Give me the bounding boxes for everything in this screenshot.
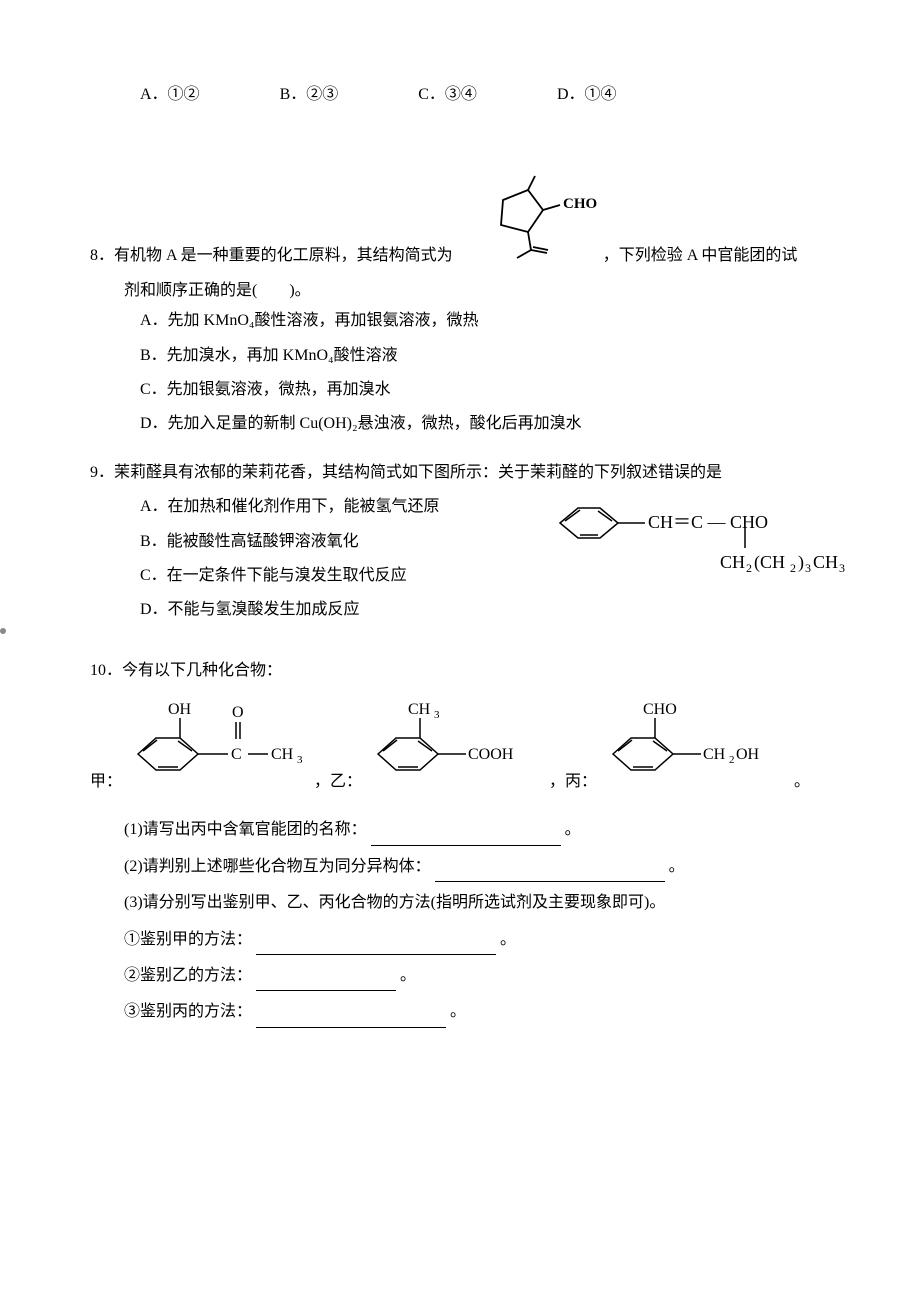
svg-text:CH: CH <box>813 552 838 572</box>
cho-label: CHO <box>563 196 597 212</box>
q8-choice-c: C．先加银氨溶液，微热，再加溴水 <box>140 375 830 405</box>
q10-sub2-text: (2)请判别上述哪些化合物互为同分异构体： <box>124 858 431 875</box>
q10-bing-structure-icon: CHO CH 2 OH <box>603 694 788 805</box>
svg-text:CH＝C — CHO: CH＝C — CHO <box>648 512 768 532</box>
q9-choice-d: D．不能与氢溴酸发生加成反应 <box>140 595 830 625</box>
svg-text:CH: CH <box>703 746 726 763</box>
q10-compounds: 甲： OH O C CH 3 <box>90 694 830 805</box>
svg-text:3: 3 <box>805 561 811 575</box>
q8-choice-a: A．先加 KMnO₄酸性溶液，再加银氨溶液，微热 <box>140 306 830 336</box>
svg-text:(CH: (CH <box>754 552 785 573</box>
q8-stem-prefix: 8．有机物 A 是一种重要的化工原料，其结构简式为 <box>90 241 453 271</box>
svg-text:): ) <box>798 552 804 573</box>
svg-text:2: 2 <box>790 561 796 575</box>
blank-field[interactable] <box>256 972 396 991</box>
slider-indicator <box>0 628 6 634</box>
svg-text:CH: CH <box>408 701 431 718</box>
q7-option-c: C．③④ <box>418 80 477 110</box>
svg-text:OH: OH <box>168 701 192 718</box>
q8: 8．有机物 A 是一种重要的化工原料，其结构简式为 CHO ，下列检验 A 中官… <box>90 170 830 439</box>
blank-field[interactable] <box>256 936 496 955</box>
blank-field[interactable] <box>256 1009 446 1028</box>
svg-text:OH: OH <box>736 746 760 763</box>
q10-jia-label: 甲： <box>90 767 122 805</box>
svg-text:2: 2 <box>746 561 752 575</box>
q8-stem-suffix: ，下列检验 A 中官能团的试 <box>603 241 798 271</box>
svg-text:COOH: COOH <box>468 746 514 763</box>
q10-bing-label: ，丙： <box>549 767 597 805</box>
q8-choice-b: B．先加溴水，再加 KMnO₄酸性溶液 <box>140 341 830 371</box>
q8-choices: A．先加 KMnO₄酸性溶液，再加银氨溶液，微热 B．先加溴水，再加 KMnO₄… <box>90 306 830 440</box>
q7-option-d: D．①④ <box>557 80 617 110</box>
q10-sub3: (3)请分别写出鉴别甲、乙、丙化合物的方法(指明所选试剂及主要现象即可)。 <box>90 888 830 918</box>
svg-text:2: 2 <box>729 754 735 766</box>
q10-jia-structure-icon: OH O C CH 3 <box>128 694 308 805</box>
svg-text:CH: CH <box>271 746 294 763</box>
blank-field[interactable] <box>435 863 665 882</box>
q10-sub3-3: ③鉴别丙的方法： 。 <box>90 997 830 1027</box>
q10-sub3-1: ①鉴别甲的方法： 。 <box>90 925 830 955</box>
q10-sub2: (2)请判别上述哪些化合物互为同分异构体： 。 <box>90 852 830 882</box>
q10-sub3-1-end: 。 <box>500 931 516 948</box>
q10-yi-label: ，乙： <box>314 767 362 805</box>
q10-sub3-2-end: 。 <box>400 967 416 984</box>
svg-text:O: O <box>232 704 244 721</box>
q9: 9．茉莉醛具有浓郁的茉莉花香，其结构简式如下图所示：关于茉莉醛的下列叙述错误的是… <box>90 458 830 626</box>
q7-options: A．①② B．②③ C．③④ D．①④ <box>90 80 830 110</box>
q9-stem: 9．茉莉醛具有浓郁的茉莉花香，其结构简式如下图所示：关于茉莉醛的下列叙述错误的是 <box>90 458 830 488</box>
q7-option-b: B．②③ <box>280 80 339 110</box>
q10-yi-structure-icon: CH 3 COOH <box>368 694 543 805</box>
q10-sub3-3-end: 。 <box>450 1003 466 1020</box>
q9-structure-icon: CH＝C — CHO CH 2 (CH 2 ) 3 CH 3 <box>550 488 850 599</box>
svg-text:C: C <box>231 746 242 763</box>
q10-end: 。 <box>794 767 810 805</box>
svg-text:3: 3 <box>434 709 440 721</box>
q10-sub3-3-text: ③鉴别丙的方法： <box>124 1003 252 1020</box>
q10-sub3-1-text: ①鉴别甲的方法： <box>124 931 252 948</box>
q10: 10．今有以下几种化合物： 甲： OH O C CH <box>90 656 830 1028</box>
svg-text:CH: CH <box>720 552 745 572</box>
q10-sub1-text: (1)请写出丙中含氧官能团的名称： <box>124 821 367 838</box>
svg-text:3: 3 <box>839 561 845 575</box>
q8-stem-line1: 8．有机物 A 是一种重要的化工原料，其结构简式为 CHO ，下列检验 A 中官… <box>90 170 830 271</box>
q8-structure-icon: CHO <box>453 170 603 271</box>
q8-stem-line2: 剂和顺序正确的是( )。 <box>90 276 830 306</box>
q10-sub3-2-text: ②鉴别乙的方法： <box>124 967 252 984</box>
q10-sub1: (1)请写出丙中含氧官能团的名称： 。 <box>90 815 830 845</box>
svg-text:3: 3 <box>297 754 303 766</box>
q10-sub2-end: 。 <box>669 858 685 875</box>
blank-field[interactable] <box>371 827 561 846</box>
svg-text:CHO: CHO <box>643 701 677 718</box>
q10-stem: 10．今有以下几种化合物： <box>90 656 830 686</box>
q8-choice-d: D．先加入足量的新制 Cu(OH)₂悬浊液，微热，酸化后再加溴水 <box>140 409 830 439</box>
q10-sub3-2: ②鉴别乙的方法： 。 <box>90 961 830 991</box>
q7-option-a: A．①② <box>140 80 200 110</box>
q10-sub1-end: 。 <box>565 821 581 838</box>
